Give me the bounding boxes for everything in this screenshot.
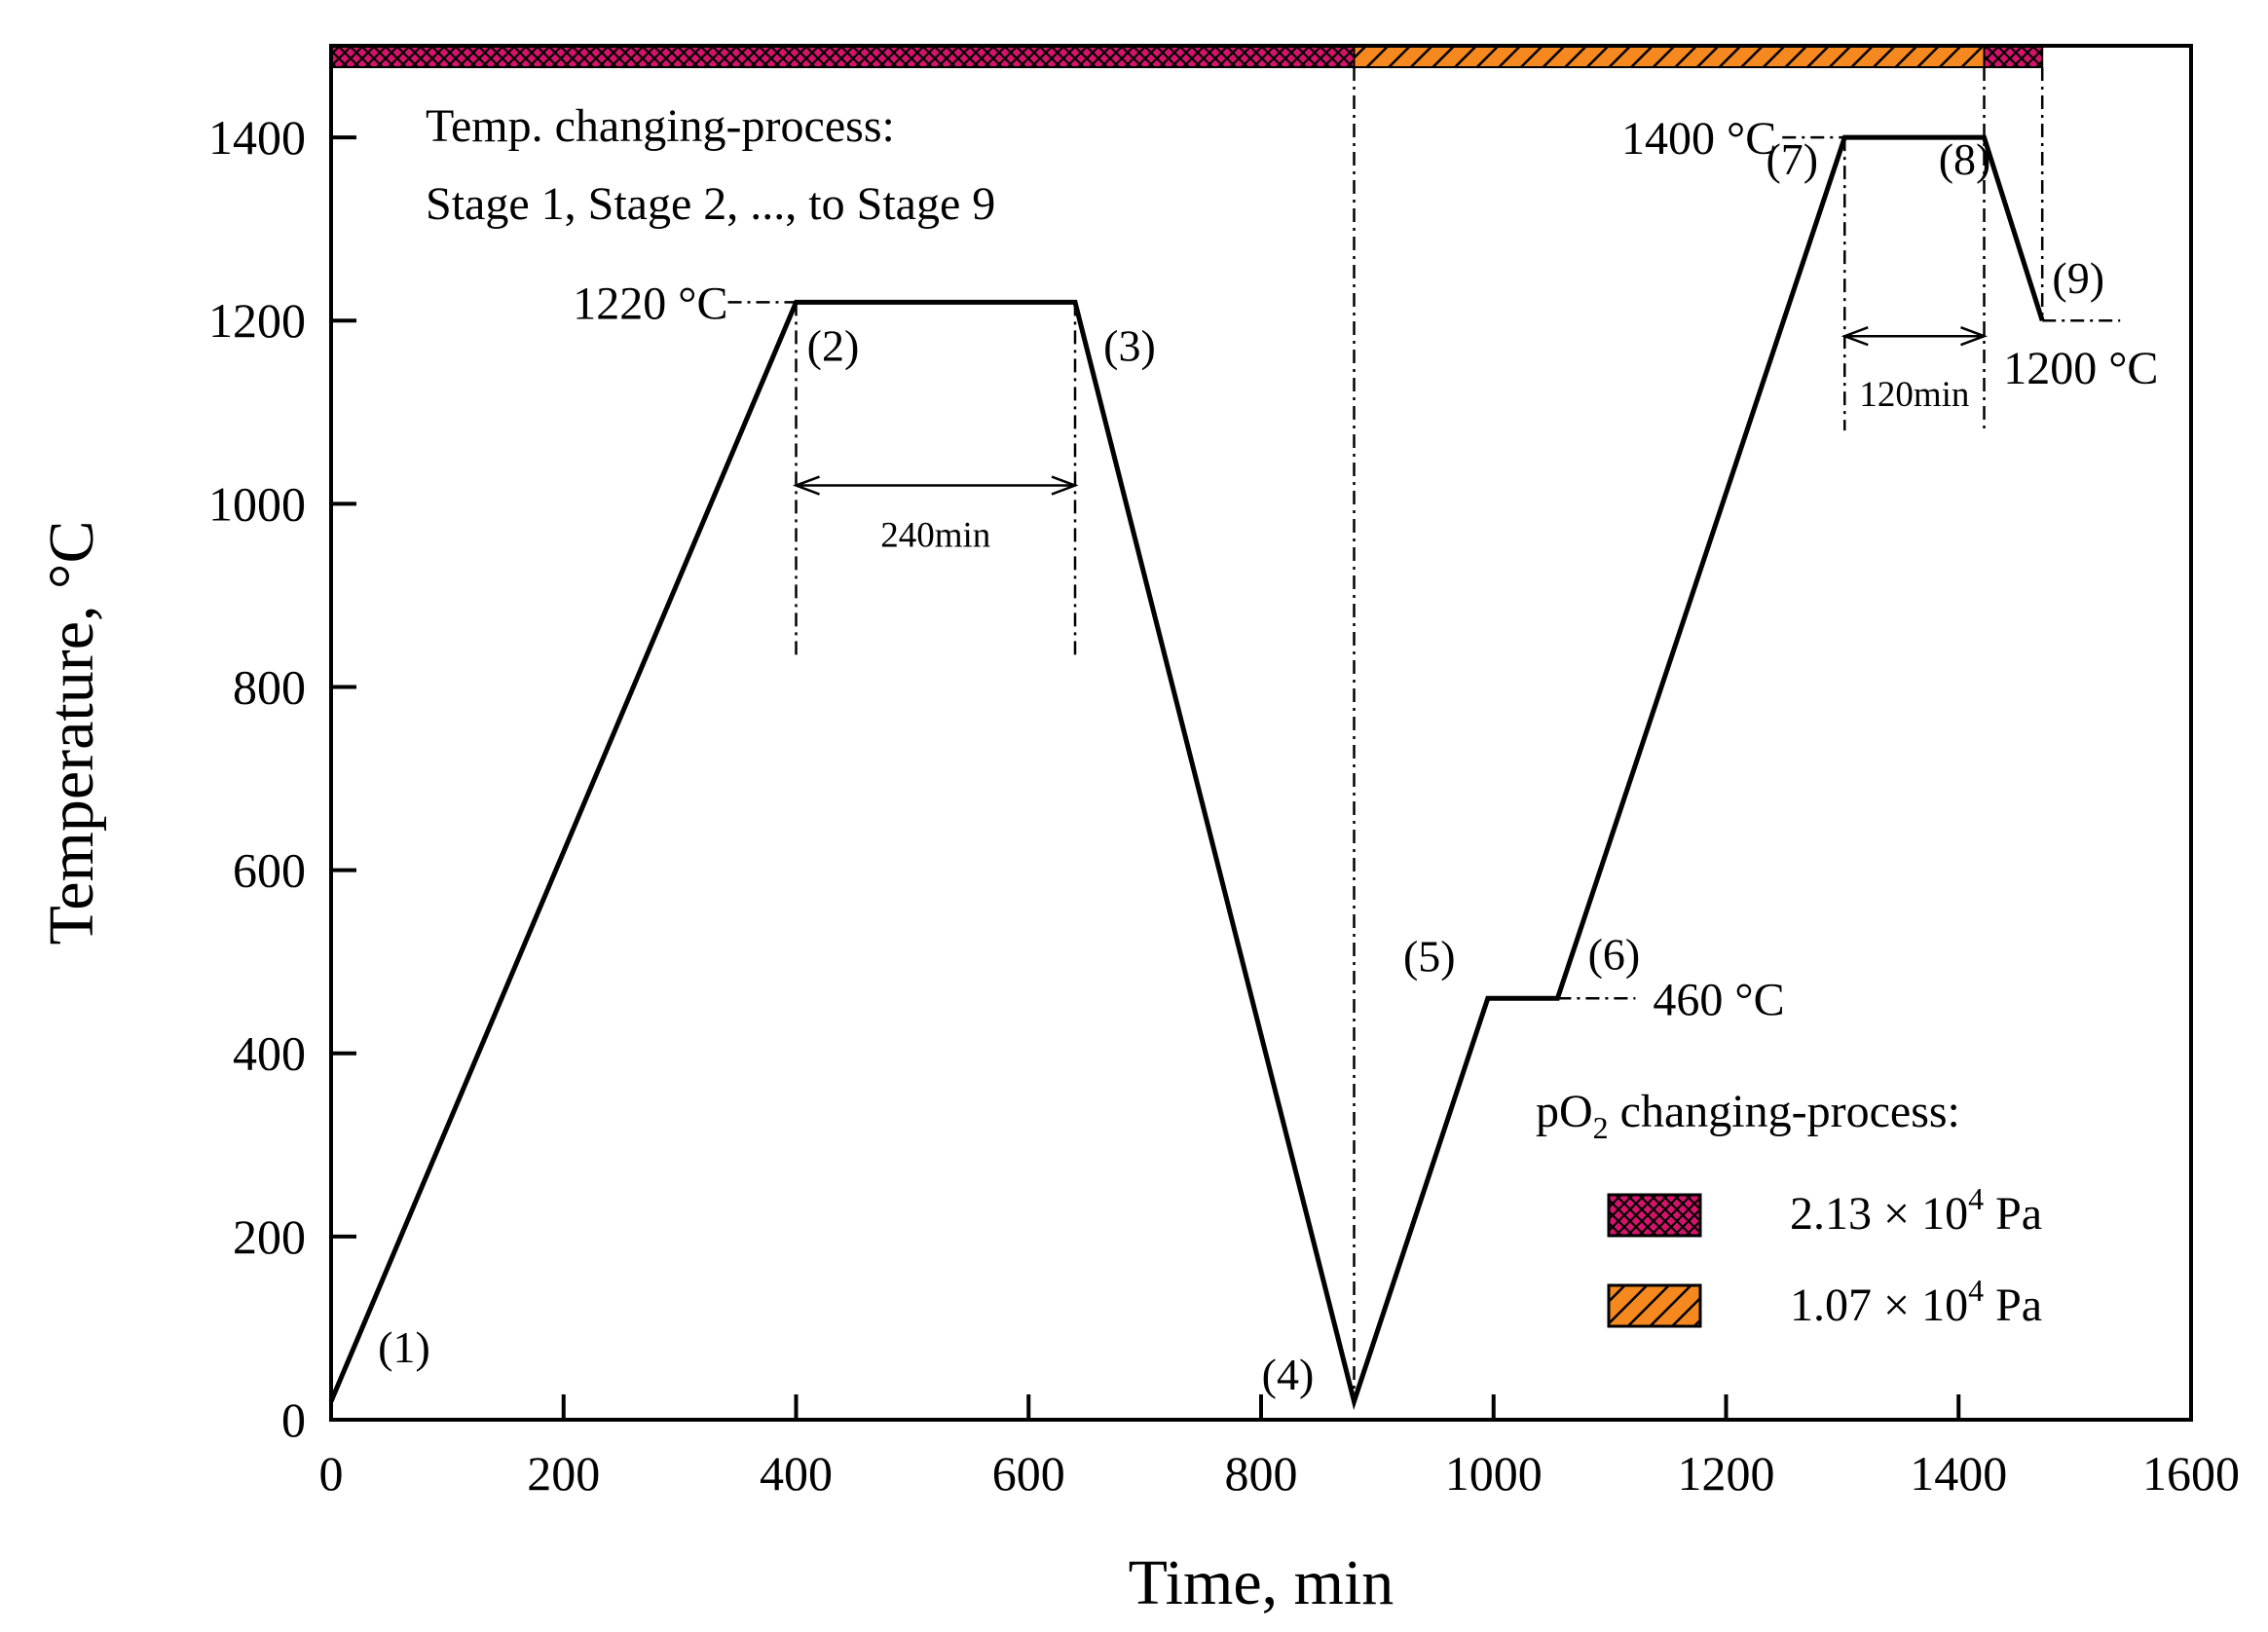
stage-label-8: (8): [1939, 134, 1991, 184]
legend-swatch-2-13e4-pa: [1607, 1193, 1702, 1238]
x-tick-label-800: 800: [1225, 1446, 1298, 1501]
stage-label-7: (7): [1766, 134, 1818, 184]
stage-label-4: (4): [1262, 1350, 1315, 1399]
duration-arrow-240-head-right: [1051, 475, 1079, 496]
y-axis-title: Temperature, °C: [36, 521, 107, 946]
temperature-series-line: [328, 134, 2045, 1411]
x-tick-label-1000: 1000: [1445, 1446, 1543, 1501]
y-axis-ticks: 0 200 400 600 800 1000 1200 1400: [208, 110, 356, 1447]
process-note-line-2: Stage 1, Stage 2, ..., to Stage 9: [426, 178, 995, 230]
x-tick-label-0: 0: [319, 1446, 344, 1501]
duration-label-240: 240min: [880, 516, 990, 556]
temp-label-1400: 1400 °C: [1621, 113, 1776, 165]
x-axis-ticks: 0 200 400 600 800 1000 1200 1400 1600: [319, 1394, 2240, 1501]
x-tick-label-1600: 1600: [2142, 1446, 2240, 1501]
y-tick-label-1000: 1000: [208, 476, 306, 531]
process-note-line-1: Temp. changing-process:: [426, 100, 895, 152]
legend-swatch-1-07e4-pa: [1607, 1283, 1702, 1328]
legend-1-unit: Pa: [1984, 1280, 2042, 1331]
stage-label-3: (3): [1103, 320, 1156, 370]
stage-label-6: (6): [1588, 929, 1641, 979]
legend-1-mantissa: 1.07 × 10: [1790, 1280, 1968, 1331]
y-tick-label-400: 400: [233, 1026, 306, 1081]
po2-band-2: [1983, 45, 2044, 68]
legend-0-unit: Pa: [1984, 1188, 2042, 1240]
legend-label-1-07e4-pa: 1.07 × 104 Pa: [1790, 1273, 2042, 1331]
legend-title: pO2 changing-process:: [1536, 1086, 1960, 1145]
legend-title-prefix: pO: [1536, 1086, 1593, 1137]
stage-label-1: (1): [378, 1322, 430, 1372]
stage-labels: (1) (2) (3) (4) (5) (6) (7) (8) (9): [378, 134, 2104, 1399]
y-tick-label-1200: 1200: [208, 293, 306, 348]
po2-band-0: [330, 45, 1356, 68]
y-tick-label-1400: 1400: [208, 110, 306, 165]
x-tick-label-400: 400: [760, 1446, 833, 1501]
legend-label-2-13e4-pa: 2.13 × 104 Pa: [1790, 1181, 2042, 1240]
stage-label-2: (2): [807, 320, 860, 370]
stage-label-5: (5): [1403, 931, 1456, 981]
x-tick-label-600: 600: [992, 1446, 1065, 1501]
guide-lines: [727, 67, 2121, 1402]
x-tick-label-200: 200: [527, 1446, 600, 1501]
duration-arrow-240: [792, 475, 1079, 496]
po2-band-1: [1353, 45, 1986, 68]
legend-0-exponent: 4: [1968, 1181, 1984, 1216]
duration-label-120: 120min: [1859, 375, 1969, 415]
y-tick-label-800: 800: [233, 659, 306, 714]
stage-label-9: (9): [2052, 253, 2104, 303]
po2-bands: [330, 45, 2044, 68]
temp-label-460: 460 °C: [1653, 974, 1784, 1025]
legend-title-suffix: changing-process:: [1609, 1086, 1960, 1137]
x-tick-label-1400: 1400: [1910, 1446, 2007, 1501]
temp-label-1200: 1200 °C: [2003, 343, 2158, 394]
legend-title-subscript: 2: [1593, 1110, 1609, 1145]
duration-arrow-120: [1840, 326, 1989, 347]
y-tick-label-200: 200: [233, 1209, 306, 1264]
legend-1-exponent: 4: [1968, 1273, 1984, 1308]
legend-0-mantissa: 2.13 × 10: [1790, 1188, 1968, 1240]
legend: pO2 changing-process: 2.13 × 104 Pa 1.07…: [1536, 1086, 2042, 1331]
temp-label-1220: 1220 °C: [573, 278, 727, 329]
y-tick-label-0: 0: [281, 1392, 306, 1447]
duration-arrow-120-head-left: [1840, 326, 1869, 347]
duration-arrow-120-head-right: [1960, 326, 1989, 347]
x-tick-label-1200: 1200: [1678, 1446, 1775, 1501]
y-tick-label-600: 600: [233, 843, 306, 898]
x-axis-title: Time, min: [1129, 1547, 1394, 1618]
duration-arrow-240-head-left: [792, 475, 820, 496]
